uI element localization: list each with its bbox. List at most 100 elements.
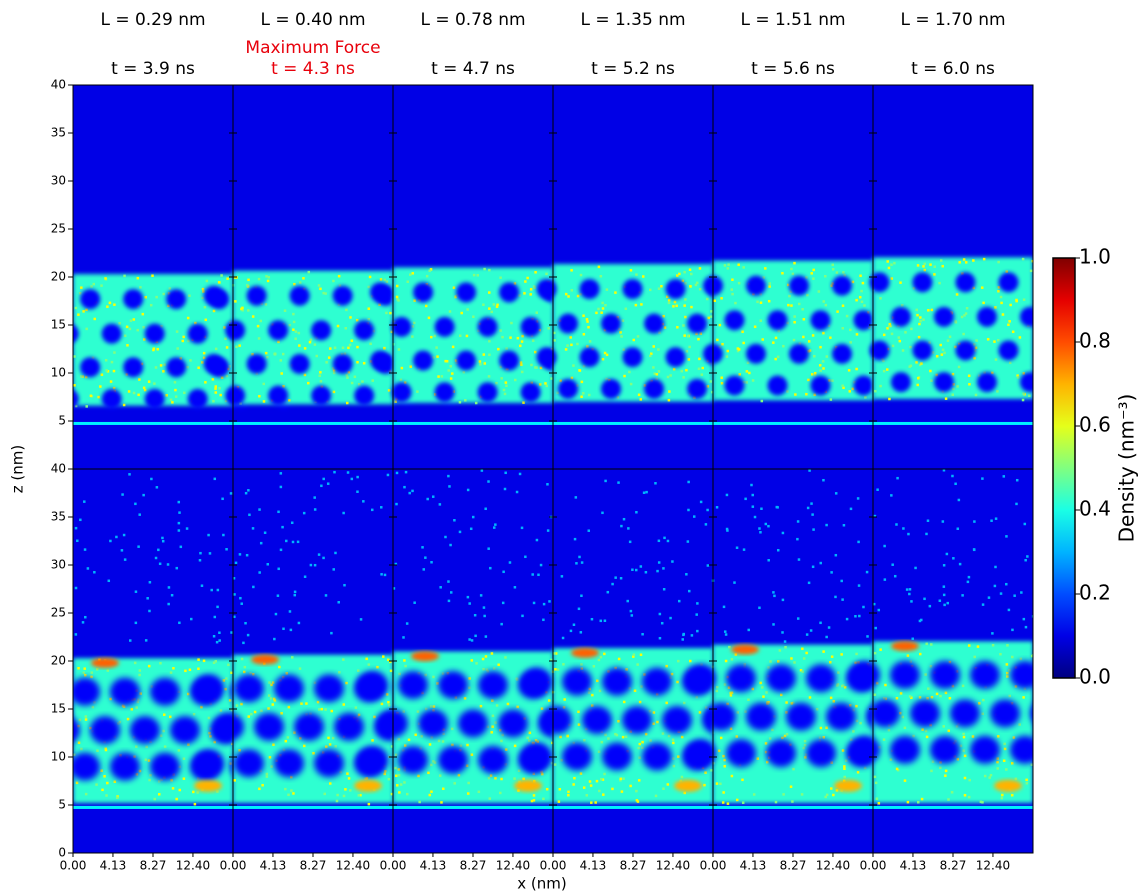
speckle [682,376,685,379]
speckle [384,770,387,773]
speckle [977,645,980,648]
speckle [982,302,985,305]
hole [725,375,745,395]
speckle [1009,695,1012,698]
speckle [834,596,837,599]
hole [234,749,264,777]
speckle [890,758,893,761]
speckle [638,747,641,750]
speckle [688,358,691,361]
speckle [573,623,576,626]
speckle [513,777,516,780]
panel-time: t = 4.3 ns [271,59,355,79]
speckle [571,377,574,380]
speckle [139,286,142,289]
speckle [784,646,787,649]
speckle [236,704,239,707]
speckle [819,622,822,625]
speckle [802,336,805,339]
speckle [738,348,741,351]
speckle [1009,304,1012,307]
speckle [152,349,155,352]
speckle [516,678,519,681]
speckle [716,690,719,693]
hole [644,379,664,399]
speckle [466,308,469,311]
speckle [183,392,186,395]
speckle [500,623,503,626]
speckle [354,376,357,379]
speckle [579,369,582,372]
speckle [234,300,237,303]
speckle [123,534,126,537]
speckle [440,801,443,804]
speckle [535,366,538,369]
speckle [846,315,849,318]
speckle [943,564,946,567]
speckle [814,372,817,375]
speckle [716,506,719,509]
speckle [678,273,681,276]
speckle [367,318,370,321]
speckle [991,632,994,635]
speckle [659,613,662,616]
speckle [731,293,734,296]
speckle [494,523,497,526]
x-tick-label: 8.27 [140,859,167,873]
speckle [425,708,428,711]
speckle [1000,592,1003,595]
speckle [266,356,269,359]
speckle [412,272,415,275]
speckle [290,789,293,792]
speckle [139,669,142,672]
speckle [852,281,855,284]
speckle [672,757,675,760]
speckle [765,691,768,694]
speckle [912,735,915,738]
speckle [724,683,727,686]
speckle [164,745,167,748]
speckle [432,676,435,679]
speckle [580,631,583,634]
speckle [576,343,579,346]
speckle [1018,723,1021,726]
speckle [303,745,306,748]
panel-length: L = 0.40 nm [260,10,365,30]
speckle [516,491,519,494]
speckle [668,302,671,305]
speckle [981,286,984,289]
hole [254,713,284,741]
speckle [300,702,303,705]
speckle [272,681,275,684]
hole [413,282,433,302]
speckle [617,481,620,484]
speckle [586,318,589,321]
speckle [330,632,333,635]
speckle [777,356,780,359]
speckle [936,693,939,696]
speckle [641,747,644,750]
speckle [883,697,886,700]
speckle [322,478,325,481]
speckle [83,667,86,670]
panel-time: t = 5.6 ns [751,59,835,79]
speckle [1006,672,1009,675]
speckle [123,705,126,708]
speckle [356,361,359,364]
speckle [654,482,657,485]
speckle [156,348,159,351]
speckle [400,783,403,786]
speckle [620,577,623,580]
speckle [766,701,769,704]
speckle [949,697,952,700]
speckle [649,355,652,358]
speckle [736,711,739,714]
speckle [479,360,482,363]
hole [623,347,643,367]
speckle [1003,759,1006,762]
panel-length: L = 0.29 nm [100,10,205,30]
speckle [314,508,317,511]
speckle [710,310,713,313]
speckle [908,593,911,596]
speckle [622,736,625,739]
